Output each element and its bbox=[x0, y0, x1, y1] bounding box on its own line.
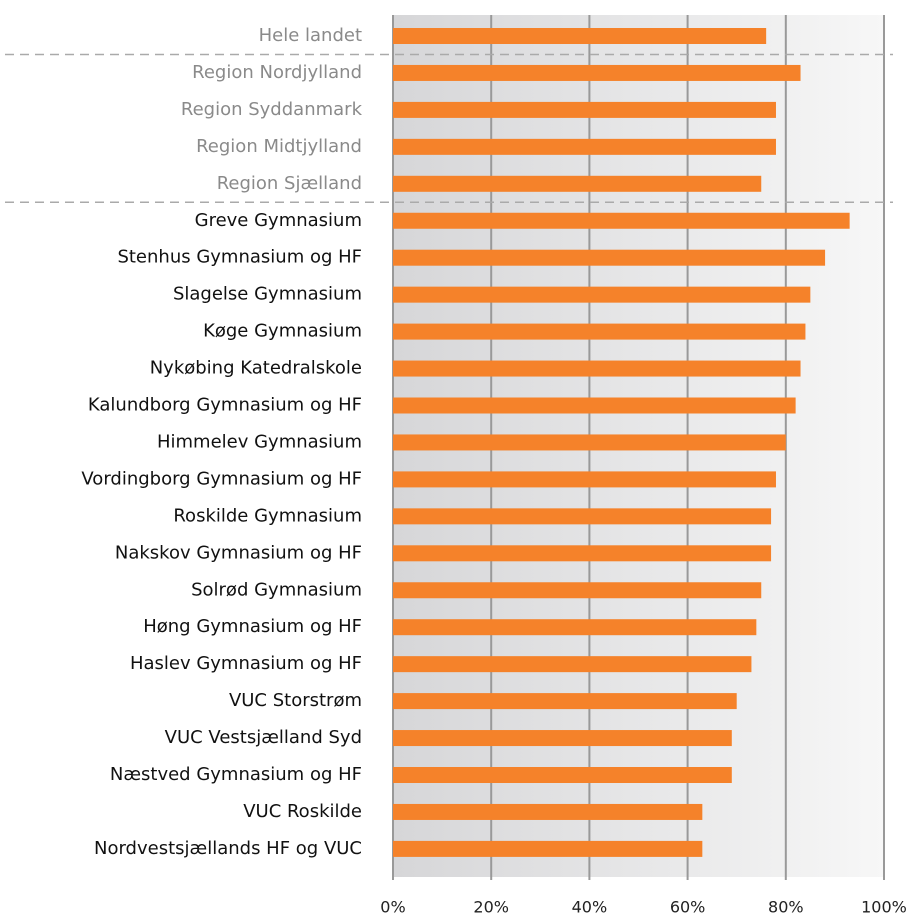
y-tick-label: Næstved Gymnasium og HF bbox=[110, 764, 362, 785]
x-tick-label: 60% bbox=[670, 898, 706, 917]
y-tick-label: Stenhus Gymnasium og HF bbox=[117, 247, 362, 268]
y-tick-label: Høng Gymnasium og HF bbox=[143, 616, 362, 637]
bar bbox=[393, 767, 732, 783]
bar bbox=[393, 730, 732, 747]
x-tick-label: 100% bbox=[861, 898, 907, 917]
bar bbox=[393, 582, 762, 599]
y-tick-label: Hele landet bbox=[259, 25, 362, 46]
y-tick-label: Slagelse Gymnasium bbox=[173, 284, 362, 305]
x-tick-label: 40% bbox=[572, 898, 608, 917]
y-tick-label: VUC Vestsjælland Syd bbox=[165, 727, 362, 748]
y-tick-label: Kalundborg Gymnasium og HF bbox=[88, 395, 362, 416]
bar bbox=[393, 64, 801, 81]
y-tick-label: Solrød Gymnasium bbox=[191, 579, 362, 600]
bar bbox=[393, 138, 776, 155]
y-tick-label: VUC Roskilde bbox=[243, 801, 362, 822]
bar bbox=[393, 323, 806, 340]
y-tick-label: Roskilde Gymnasium bbox=[173, 505, 362, 526]
bar bbox=[393, 28, 767, 44]
bar bbox=[393, 249, 826, 266]
bar bbox=[393, 803, 703, 820]
y-tick-label: Region Midtjylland bbox=[196, 136, 362, 157]
bar bbox=[393, 471, 776, 488]
bar bbox=[393, 693, 737, 710]
x-tick-label: 0% bbox=[380, 898, 405, 917]
y-tick-label: Nordvestsjællands HF og VUC bbox=[94, 838, 362, 859]
x-tick-label: 20% bbox=[473, 898, 509, 917]
x-tick-label: 80% bbox=[768, 898, 804, 917]
bar bbox=[393, 360, 801, 377]
y-tick-label: Region Sjælland bbox=[217, 173, 362, 194]
y-tick-label: Nakskov Gymnasium og HF bbox=[115, 542, 362, 563]
y-tick-label: Region Syddanmark bbox=[181, 99, 363, 120]
y-tick-label: VUC Storstrøm bbox=[229, 690, 362, 711]
bar bbox=[393, 434, 786, 451]
y-tick-label: Himmelev Gymnasium bbox=[157, 431, 362, 452]
y-tick-label: Greve Gymnasium bbox=[195, 210, 362, 231]
bar bbox=[393, 840, 703, 857]
y-tick-label: Køge Gymnasium bbox=[203, 321, 362, 342]
bar bbox=[393, 508, 772, 525]
bar bbox=[393, 619, 757, 636]
bar bbox=[393, 656, 752, 673]
y-tick-label: Vordingborg Gymnasium og HF bbox=[81, 468, 362, 489]
bar bbox=[393, 175, 762, 192]
bar bbox=[393, 286, 811, 303]
y-tick-label: Haslev Gymnasium og HF bbox=[130, 653, 362, 674]
bar bbox=[393, 545, 772, 562]
y-tick-label: Region Nordjylland bbox=[192, 62, 362, 83]
bar bbox=[393, 101, 776, 118]
bar bbox=[393, 212, 850, 229]
y-tick-label: Nykøbing Katedralskole bbox=[150, 358, 362, 379]
bar bbox=[393, 397, 796, 414]
